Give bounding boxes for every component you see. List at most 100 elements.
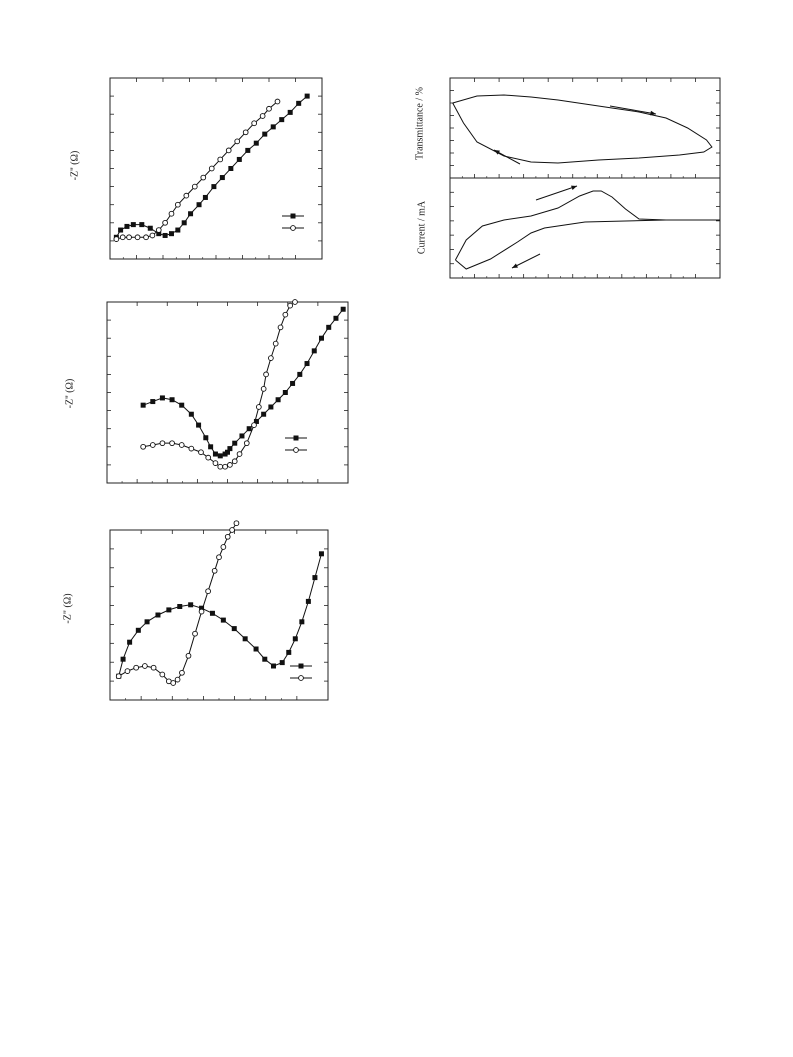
legend-marker-square [293, 435, 299, 441]
data-point-circle [224, 533, 231, 540]
data-point-circle [134, 234, 141, 241]
data-point-circle [113, 236, 120, 242]
data-point-square [312, 575, 318, 581]
data-point-square [333, 315, 339, 321]
data-point-square [150, 399, 156, 405]
data-point-square [144, 619, 150, 625]
data-point-square [140, 402, 146, 408]
data-point-square [287, 109, 293, 115]
data-point-circle [169, 440, 175, 447]
data-point-circle [217, 156, 224, 163]
legend-marker-square [290, 213, 296, 219]
data-point-circle [159, 671, 166, 678]
data-point-circle [124, 668, 131, 674]
data-point-circle [168, 210, 175, 217]
data-point-circle [259, 113, 266, 119]
data-point-circle [191, 183, 198, 190]
data-point-circle [150, 664, 157, 671]
data-point-square [304, 361, 310, 367]
data-point-square [304, 93, 310, 99]
data-point-square [155, 612, 161, 618]
data-point-circle [178, 442, 185, 448]
data-point-square [270, 124, 276, 130]
data-point-square [245, 147, 251, 153]
data-point-square [227, 446, 233, 452]
series-line-3-2 [118, 522, 237, 684]
data-point-square [139, 222, 145, 228]
data-point-square [202, 194, 208, 200]
data-point-circle [183, 192, 190, 199]
data-point-square [305, 598, 311, 604]
legend-marker-square [298, 663, 304, 669]
data-point-square [124, 223, 130, 229]
data-point-circle [251, 120, 258, 127]
data-point-square [177, 604, 183, 609]
plot-frame-4 [449, 77, 721, 179]
data-point-circle [212, 460, 219, 466]
data-point-square [275, 397, 281, 403]
data-point-circle [208, 165, 215, 172]
data-point-square [156, 231, 162, 237]
data-point-square [262, 131, 268, 137]
data-point-circle [198, 449, 204, 456]
y-axis-label-chart-3: -Z" (Ω) [62, 593, 74, 624]
data-point-square [246, 426, 252, 432]
data-point-square [282, 390, 288, 395]
data-point-square [147, 225, 153, 231]
y-axis-label-chart-4: Transmittance / % [414, 87, 426, 160]
data-point-circle [200, 174, 207, 181]
data-point-square [279, 117, 285, 123]
data-point-square [296, 100, 302, 106]
data-point-circle [115, 673, 122, 680]
series-line-5-1 [454, 190, 720, 270]
arrow-left-up-icon-head [494, 150, 500, 155]
arrow-right-icon-head [650, 110, 656, 116]
data-point-square [311, 348, 317, 354]
data-point-circle [155, 227, 162, 233]
arrow-down-left-icon-head [512, 263, 518, 268]
data-point-square [175, 227, 181, 233]
data-point-square [118, 227, 124, 233]
data-point-square [231, 626, 237, 632]
data-point-circle [133, 664, 140, 671]
data-point-square [168, 231, 174, 237]
data-point-circle [179, 669, 185, 676]
data-point-circle [243, 440, 250, 447]
data-point-circle [251, 422, 257, 428]
data-point-square [120, 656, 126, 662]
data-point-square [225, 449, 230, 455]
data-point-circle [149, 442, 156, 448]
data-point-square [253, 140, 259, 146]
data-point-square [219, 175, 225, 181]
data-point-circle [229, 527, 235, 533]
data-point-circle [272, 340, 279, 347]
y-axis-label-chart-2: -Z'' (Ω) [64, 378, 76, 409]
y-axis-label-chart-1: -Z'' (Ω) [69, 150, 81, 181]
arrow-up-right-icon [535, 185, 578, 201]
data-point-circle [242, 129, 249, 136]
data-point-square [228, 166, 234, 171]
data-point-circle [211, 567, 218, 574]
data-point-square [203, 435, 209, 441]
data-point-circle [263, 371, 269, 378]
data-point-square [232, 440, 238, 446]
data-point-square [290, 380, 296, 386]
data-point-square [262, 656, 268, 662]
data-point-circle [227, 462, 233, 468]
data-point-circle [234, 138, 241, 145]
data-point-circle [274, 98, 281, 105]
data-point-circle [174, 201, 181, 208]
data-point-circle [216, 554, 222, 561]
data-point-square [196, 202, 202, 208]
data-point-square [239, 433, 245, 439]
data-point-circle [287, 302, 294, 309]
data-point-square [217, 453, 223, 459]
data-point-circle [292, 299, 298, 305]
data-point-square [286, 649, 292, 655]
data-point-square [279, 660, 285, 666]
data-point-square [199, 605, 205, 611]
data-point-square [299, 619, 305, 625]
data-point-circle [192, 630, 198, 637]
data-point-square [181, 220, 187, 226]
